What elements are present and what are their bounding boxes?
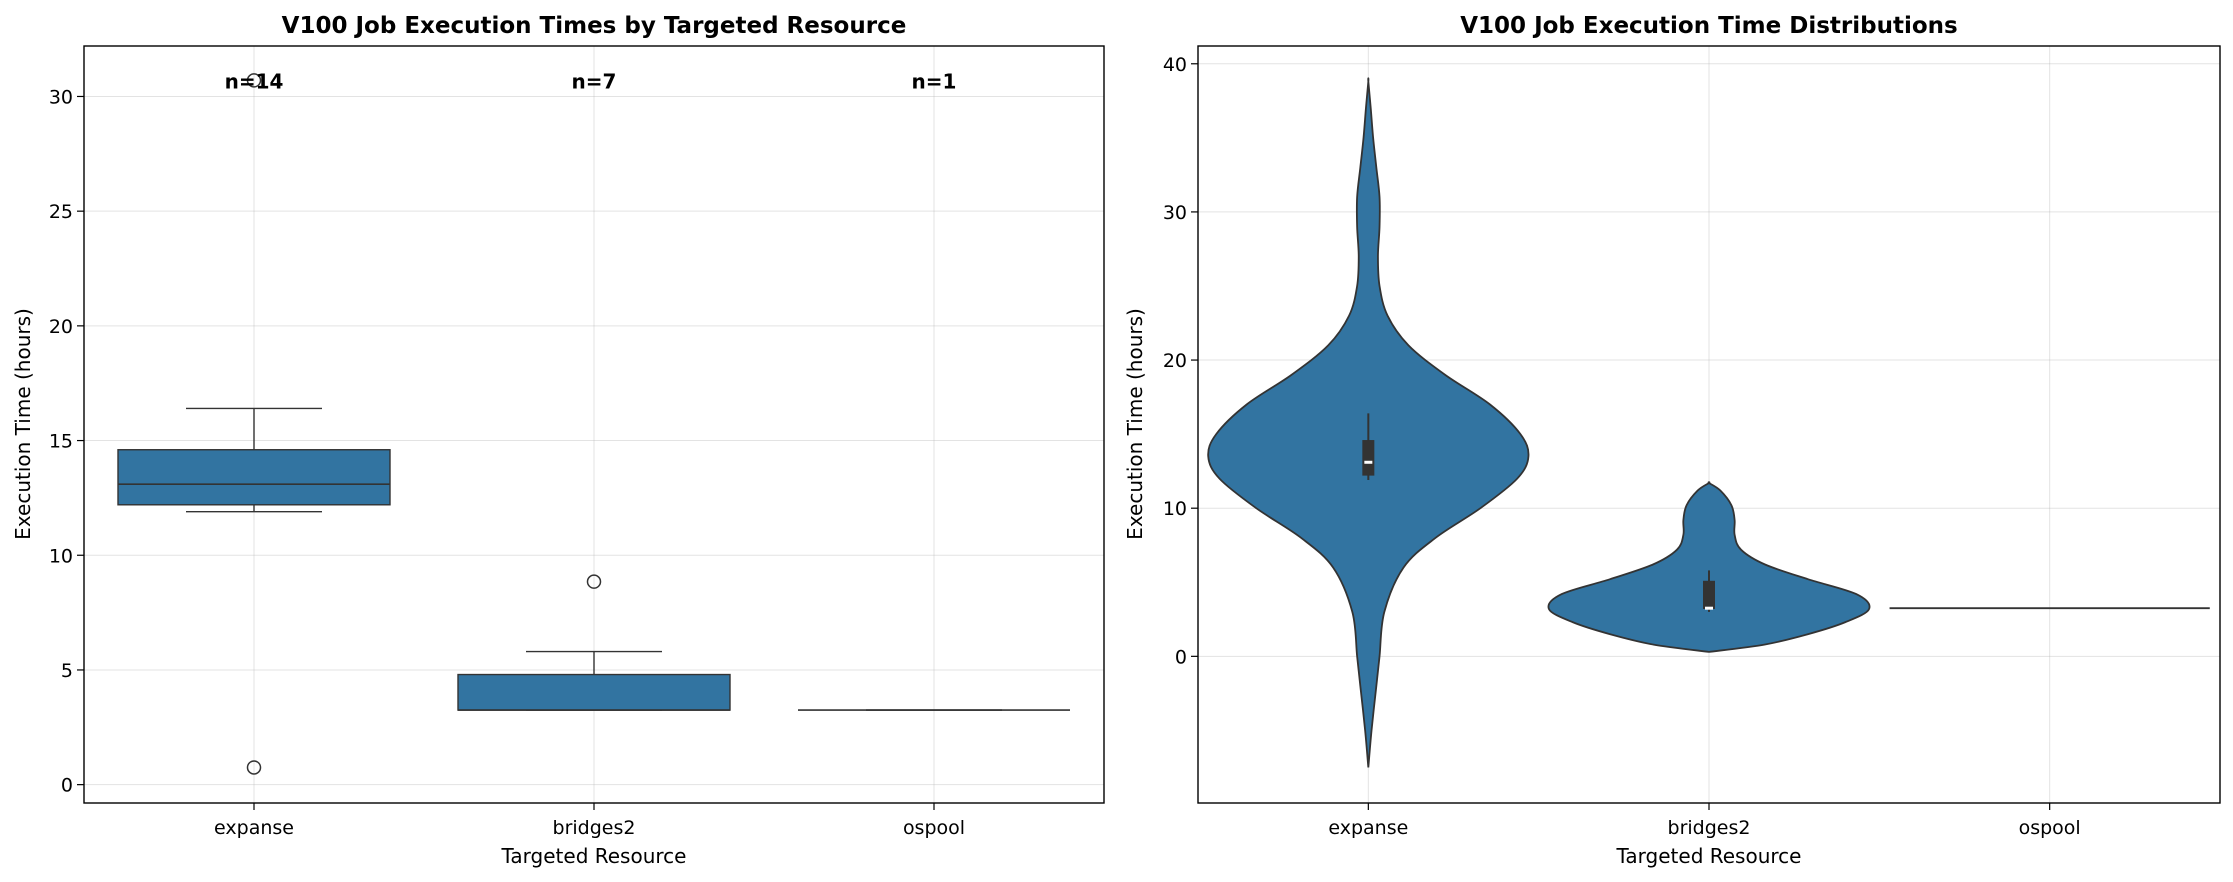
violin-plot-x-label: Targeted Resource [1616,844,1802,868]
box-plot-x-tick-label-expanse: expanse [214,817,294,839]
violin-body [1547,481,1871,653]
violin-plot-title: V100 Job Execution Time Distributions [1460,13,1957,39]
box-plot-marks [117,73,1070,775]
box-plot-panel: V100 Job Execution Times by Targeted Res… [11,13,1105,868]
violin-plot-y-tick-label: 30 [1163,202,1187,224]
box-plot-y-tick-label: 20 [49,316,73,338]
violin-plot-ticks: 0 10 20 30 40 expanse bridges2 ospool [1163,54,2081,839]
box-plot-x-label: Targeted Resource [501,844,687,868]
box-plot-y-tick-label: 15 [49,431,73,453]
box-plot-y-tick-label: 25 [49,201,73,223]
violin-expanse [1207,77,1530,768]
sample-size-label-ospool: n=1 [912,69,957,93]
violin-iqr-bar [1703,580,1715,609]
box-plot-y-tick-label: 30 [49,86,73,108]
violin-plot-y-tick-label: 0 [1175,646,1187,668]
box-plot-x-tick-label-ospool: ospool [903,817,965,839]
box-plot-y-label: Execution Time (hours) [11,308,35,540]
box-plot-title: V100 Job Execution Times by Targeted Res… [282,13,907,39]
violin-iqr-bar [1362,440,1375,476]
sample-size-label-expanse: n=14 [225,69,284,93]
violin-plot-y-tick-label: 40 [1163,54,1187,76]
violin-plot-x-tick-label-ospool: ospool [2019,817,2081,839]
box-bridges2 [457,574,731,711]
violin-median-marker [1364,460,1373,464]
outlier-point [246,760,262,775]
violin-bridges2 [1547,481,1871,653]
box-plot-y-tick-label: 5 [61,660,73,682]
iqr-box [117,449,391,506]
box-plot-ticks: 0 5 10 15 20 25 30 expanse bridges2 ospool [49,86,965,839]
sample-size-label-bridges2: n=7 [572,69,617,93]
outlier-point [246,73,262,88]
box-plot-y-tick-label: 10 [49,545,73,567]
violin-median-marker [1705,606,1713,610]
box-expanse [117,73,391,775]
violin-plot-x-tick-label-expanse: expanse [1328,817,1408,839]
violin-plot-y-label: Execution Time (hours) [1123,308,1147,540]
violin-plot-y-tick-label: 20 [1163,350,1187,372]
violin-plot-marks [1207,77,2210,768]
violin-plot-panel: V100 Job Execution Time Distributions 0 1… [1123,13,2221,868]
sample-size-annotations: n=14 n=7 n=1 [225,69,957,93]
violin-plot-x-tick-label-bridges2: bridges2 [1668,817,1751,839]
iqr-box [457,673,731,711]
outlier-point [586,574,602,589]
violin-plot-y-tick-label: 10 [1163,498,1187,520]
box-plot-y-tick-label: 0 [61,775,73,797]
box-plot-x-tick-label-bridges2: bridges2 [553,817,636,839]
